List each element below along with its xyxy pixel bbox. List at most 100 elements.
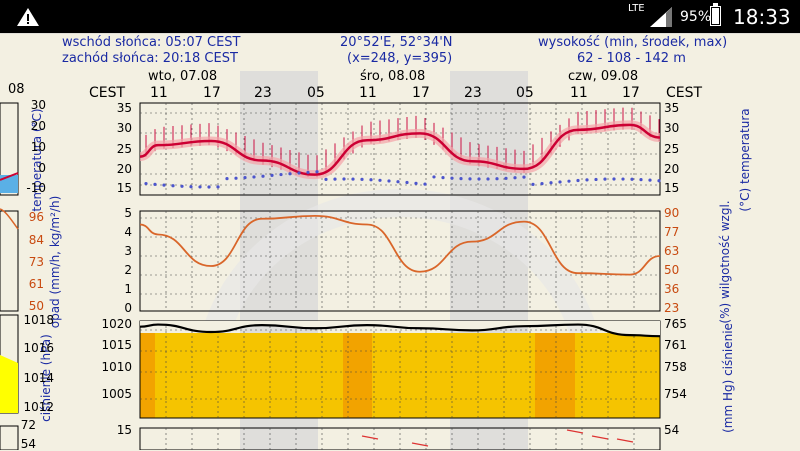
dewpoint-point — [639, 178, 643, 182]
temp-tick-right: 20 — [664, 162, 680, 176]
dewpoint-point — [144, 181, 148, 186]
humidity-tick: 36 — [664, 282, 680, 296]
precip-tick: 1 — [124, 282, 132, 296]
sunset-text: zachód słońca: 20:18 CEST — [62, 51, 238, 66]
network-type: LTE — [628, 3, 645, 14]
dewpoint-point — [405, 180, 409, 185]
strip-humidity-tick: 96 — [28, 210, 44, 224]
pressure-tick-right: 765 — [664, 317, 687, 331]
timezone-left: CEST — [89, 85, 126, 101]
dewpoint-point — [513, 176, 517, 180]
dewpoint-point — [342, 177, 346, 181]
hour-label: 05 — [516, 85, 534, 101]
humidity-tick: 90 — [664, 206, 680, 220]
strip-humidity-tick: 73 — [28, 255, 44, 269]
dewpoint-point — [333, 177, 337, 181]
precip-tick: 2 — [124, 263, 132, 277]
hour-label: 11 — [150, 85, 168, 101]
wind-arrow — [616, 438, 634, 443]
temp-tick: 25 — [116, 142, 132, 156]
wind-arrow — [361, 435, 379, 440]
coordinates-text: 20°52'E, 52°34'N — [340, 35, 453, 50]
dewpoint-point — [585, 178, 589, 182]
strip-temp-tick: 20 — [30, 119, 46, 133]
dewpoint-point — [630, 177, 634, 181]
dewpoint-point — [207, 185, 211, 189]
strip-temp-tick: 10 — [30, 140, 46, 154]
left-strip-humidity-line — [0, 208, 19, 230]
dewpoint-point — [189, 185, 193, 189]
humidity-line — [139, 214, 661, 276]
dewpoint-point — [279, 172, 283, 177]
warning-icon — [17, 8, 39, 26]
dewpoint-point — [396, 180, 400, 184]
temp-tick-right: 30 — [664, 121, 680, 135]
dewpoint-point — [504, 176, 508, 180]
wind-arrow — [591, 435, 609, 440]
pressure-fill-band — [140, 333, 155, 418]
temp-tick: 15 — [116, 181, 132, 195]
humidity-tick: 77 — [664, 225, 680, 239]
precip-tick: 0 — [124, 301, 132, 315]
pressure-fill-band — [535, 333, 575, 418]
pressure-axis-label-right: (mm Hg) ciśnienie — [721, 323, 735, 433]
dewpoint-point — [450, 176, 454, 180]
temp-tick: 30 — [116, 121, 132, 135]
temp-tick: 35 — [116, 101, 132, 115]
dewpoint-point — [657, 179, 661, 183]
dewpoint-point — [423, 182, 427, 186]
strip-pressure-tick: 1014 — [23, 371, 54, 385]
pressure-tick: 1020 — [101, 317, 132, 331]
dewpoint-point — [387, 179, 391, 183]
precip-axis-label: opad (mm/h, kg/m²/h) — [48, 195, 62, 329]
strip-humidity-tick: 61 — [28, 277, 44, 291]
dewpoint-point — [162, 183, 166, 187]
dewpoint-point — [360, 177, 364, 181]
pressure-fill-band — [343, 333, 372, 418]
dewpoint-point — [243, 176, 247, 180]
dewpoint-point — [540, 181, 544, 186]
strip-temp-tick: 0 — [38, 161, 46, 175]
dewpoint-point — [378, 178, 382, 182]
strip-temp-tick: 30 — [30, 98, 46, 112]
pressure-tick-right: 754 — [664, 387, 687, 401]
strip-wind-tick: 72 — [20, 418, 36, 432]
pressure-tick: 1005 — [101, 387, 132, 401]
wind-tick: 15 — [116, 423, 132, 437]
timezone-right: CEST — [666, 85, 703, 101]
precip-tick: 3 — [124, 244, 132, 258]
dewpoint-point — [648, 178, 652, 182]
dewpoint-point — [324, 177, 328, 181]
dewpoint-point — [198, 185, 202, 189]
dewpoint-point — [468, 177, 472, 181]
wind-arrow — [411, 442, 429, 447]
dewpoint-point — [531, 182, 535, 186]
strip-pressure-tick: 1016 — [23, 341, 54, 355]
day-label-1: wto, 07.08 — [148, 69, 218, 84]
dewpoint-point — [261, 174, 265, 178]
elevation-label: wysokość (min, środek, max) — [538, 35, 728, 50]
pressure-fill — [140, 333, 660, 418]
day-label-2: śro, 08.08 — [360, 69, 426, 84]
precip-tick: 5 — [124, 206, 132, 220]
dewpoint-point — [315, 170, 319, 174]
temp-line — [139, 123, 661, 176]
strip-wind-tick: 54 — [20, 437, 36, 451]
dewpoint-point — [180, 184, 184, 188]
humidity-tick: 50 — [664, 263, 680, 277]
watermark — [399, 189, 604, 365]
signal-icon — [650, 7, 672, 27]
pressure-tick-right: 758 — [664, 360, 687, 374]
temp-tick-right: 15 — [664, 181, 680, 195]
hour-label: 23 — [464, 85, 482, 101]
left-strip-pressure-fill — [0, 355, 18, 413]
hour-label: 17 — [203, 85, 221, 101]
battery-icon — [710, 3, 721, 26]
strip-temp-tick: -10 — [26, 181, 46, 195]
dewpoint-point — [270, 173, 274, 177]
left-strip-wind — [0, 425, 19, 450]
hour-label: 23 — [254, 85, 272, 101]
dewpoint-point — [351, 177, 355, 181]
hour-label: 11 — [359, 85, 377, 101]
precip-tick: 4 — [124, 225, 132, 239]
